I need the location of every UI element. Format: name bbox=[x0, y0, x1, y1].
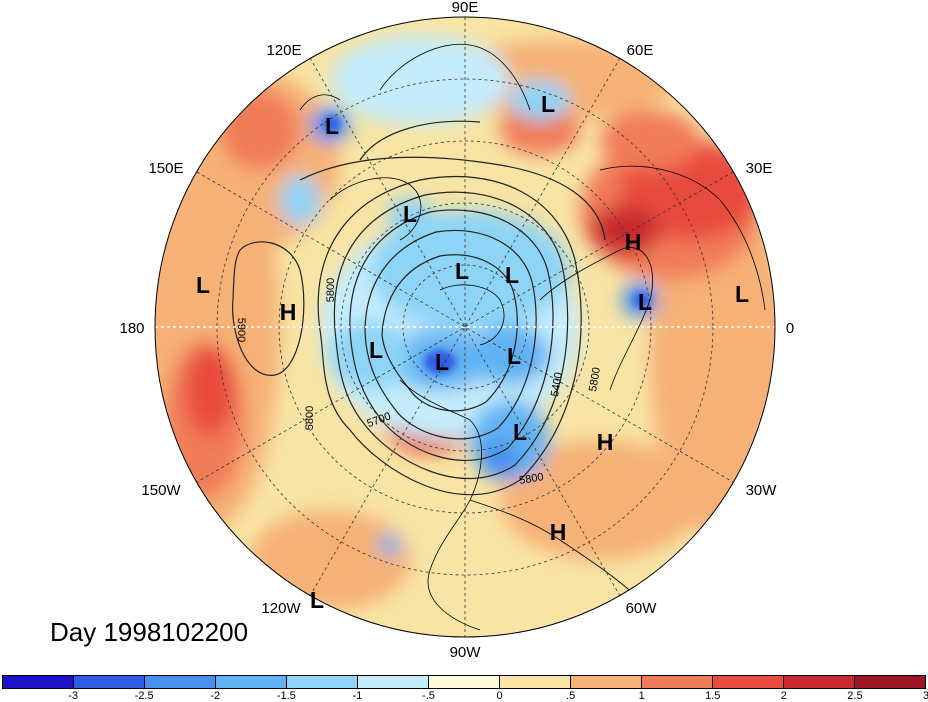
colorbar-cell bbox=[145, 676, 216, 688]
colorbar-cell bbox=[287, 676, 358, 688]
low-center: L bbox=[403, 201, 417, 227]
lon-label-180: 180 bbox=[119, 320, 144, 337]
colorbar-cell bbox=[642, 676, 713, 688]
colorbar-cell bbox=[571, 676, 642, 688]
lon-label-120w: 120W bbox=[261, 600, 301, 617]
colorbar-tick-label: 1 bbox=[638, 690, 645, 702]
low-center: L bbox=[435, 349, 449, 375]
low-center: L bbox=[541, 91, 555, 117]
colorbar-tick-label: 0 bbox=[496, 690, 503, 702]
colorbar-tick-label: -3 bbox=[68, 690, 78, 702]
colorbar-cell bbox=[713, 676, 784, 688]
colorbar-cell bbox=[784, 676, 855, 688]
lon-label-30e: 30E bbox=[746, 160, 773, 177]
coastlines bbox=[299, 43, 766, 631]
contour-label: 5800 bbox=[325, 278, 337, 302]
high-center: H bbox=[597, 429, 614, 455]
low-center: L bbox=[310, 587, 324, 613]
colorbar-cell bbox=[358, 676, 429, 688]
colorbar-tick-label: -1.5 bbox=[276, 690, 296, 702]
lon-label-150w: 150W bbox=[141, 482, 181, 499]
colorbar-cell bbox=[500, 676, 571, 688]
low-center: L bbox=[505, 262, 519, 288]
colorbar-ticks: -3 -2.5 -2 -1.5 -1 -.5 0 .5 1 1.5 2 2.5 3 bbox=[2, 690, 928, 702]
colorbar-cell bbox=[3, 676, 74, 688]
lon-label-90e: 90E bbox=[452, 0, 479, 16]
pressure-centers: L L L L L L L L L L L L L H H H H H bbox=[196, 91, 749, 613]
lon-label-90w: 90W bbox=[450, 644, 482, 661]
contour-labels: 5800 5900 5800 5700 5400 5800 5800 bbox=[235, 278, 603, 487]
low-center: L bbox=[735, 281, 749, 307]
lon-label-60e: 60E bbox=[627, 42, 654, 59]
colorbar-tick-label: 2 bbox=[780, 690, 787, 702]
contour-label: 5800 bbox=[518, 471, 544, 487]
colorbar-tick-label: -2 bbox=[210, 690, 221, 702]
colorbar-cell bbox=[74, 676, 145, 688]
colorbar-cell bbox=[855, 676, 925, 688]
low-center: L bbox=[325, 113, 339, 139]
lon-label-60w: 60W bbox=[626, 600, 658, 617]
lon-label-120e: 120E bbox=[266, 42, 301, 59]
high-center: H bbox=[550, 519, 567, 545]
colorbar-cell bbox=[429, 676, 500, 688]
map-boundary bbox=[154, 16, 776, 638]
colorbar-tick-label: .5 bbox=[566, 690, 576, 702]
colorbar-tick-label: 1.5 bbox=[705, 690, 721, 702]
graticule bbox=[155, 17, 775, 637]
lon-label-150e: 150E bbox=[148, 160, 183, 177]
low-center: L bbox=[369, 337, 383, 363]
colorbar-cell bbox=[216, 676, 287, 688]
colorbar-tick-label: 2.5 bbox=[847, 690, 863, 702]
low-center: L bbox=[455, 258, 469, 284]
colorbar bbox=[2, 675, 926, 689]
lon-label-0: 0 bbox=[786, 320, 794, 337]
day-label: Day 1998102200 bbox=[50, 617, 249, 647]
contour-label: 5800 bbox=[304, 406, 316, 430]
colorbar-tick-label: 3 bbox=[922, 690, 928, 702]
lon-label-30w: 30W bbox=[746, 482, 778, 499]
low-center: L bbox=[638, 289, 652, 315]
low-center: L bbox=[513, 419, 527, 445]
high-center: H bbox=[625, 229, 642, 255]
contour-lines bbox=[232, 120, 606, 496]
low-center: L bbox=[507, 343, 521, 369]
contour-label: 5800 bbox=[587, 366, 603, 392]
contour-label: 5400 bbox=[549, 371, 565, 397]
colorbar-tick-label: -2.5 bbox=[134, 690, 154, 702]
contour-label: 5900 bbox=[235, 318, 247, 342]
colorbar-tick-label: -.5 bbox=[422, 690, 435, 702]
colorbar-tick-label: -1 bbox=[352, 690, 363, 702]
high-center: H bbox=[280, 299, 297, 325]
low-center: L bbox=[196, 272, 210, 298]
